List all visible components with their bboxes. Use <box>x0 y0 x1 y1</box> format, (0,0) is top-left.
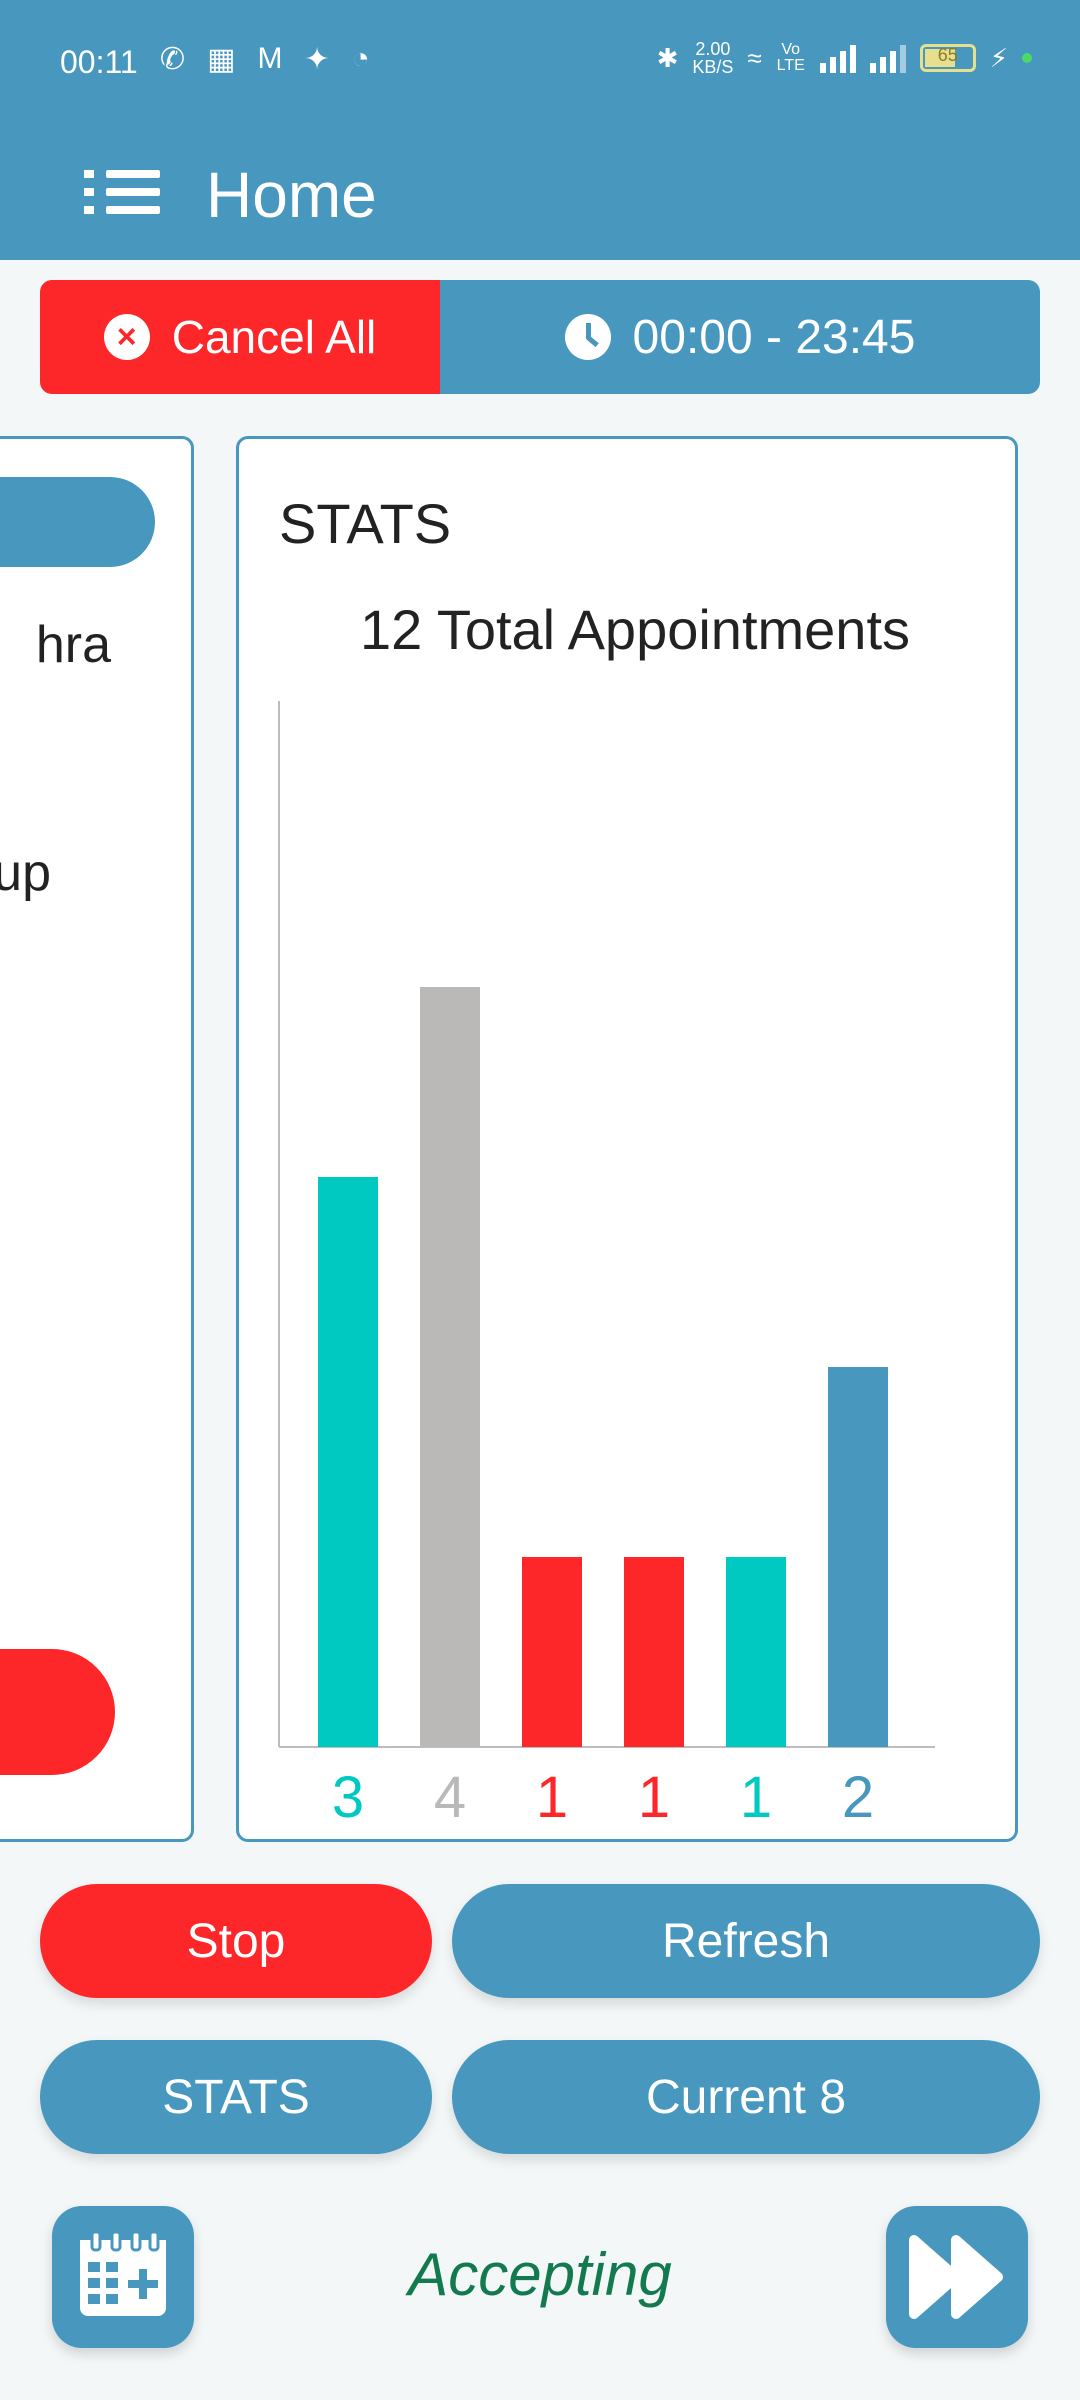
card-header-pill <box>0 477 155 567</box>
stats-card: STATS 12 Total Appointments 3 4 1 1 1 2 <box>236 436 1018 1842</box>
kotak-icon: ✦ <box>304 43 330 76</box>
charging-icon: ⚡ <box>989 42 1008 73</box>
wifi-icon: ≈ <box>747 42 762 73</box>
chart-bar <box>828 1367 888 1747</box>
battery-icon: 65 <box>919 44 976 72</box>
appointment-card-partial[interactable]: hra up <box>0 436 194 1842</box>
add-appointment-button[interactable] <box>52 2206 194 2348</box>
net-speed: 2.00 KB/S <box>692 39 734 77</box>
phone-icon: ✆ <box>160 43 186 76</box>
chart-bar-label: 1 <box>740 1765 772 1830</box>
card-text-line: hra <box>35 616 111 674</box>
signal-icon <box>819 43 856 73</box>
chart-bar <box>318 1177 378 1747</box>
card-text-line: up <box>0 844 51 902</box>
appointments-bar-chart: 3 4 1 1 1 2 <box>278 701 935 1830</box>
system-icons: ✱ 2.00 KB/S ≈ Vo LTE 65 ⚡ <box>657 40 1032 76</box>
chart-bar-label: 1 <box>536 1765 568 1830</box>
globe-icon: ◔ <box>351 42 370 75</box>
chart-title: 12 Total Appointments <box>359 598 911 661</box>
chart-bar <box>522 1557 582 1747</box>
cancel-all-button[interactable]: × Cancel All <box>40 280 440 394</box>
mail-icon: M <box>257 42 283 75</box>
fast-forward-icon <box>909 2235 1003 2319</box>
accepting-status: Accepting <box>408 2241 672 2308</box>
notification-icons: ✆ ▦ M ✦ ◔ <box>160 42 370 77</box>
chart-bar-label: 4 <box>434 1765 466 1830</box>
stats-card-title: STATS <box>279 492 452 555</box>
clock-icon <box>564 314 611 360</box>
status-time: 00:11 <box>60 44 138 80</box>
close-circle-icon: × <box>103 314 150 360</box>
time-range-button[interactable]: 00:00 - 23:45 <box>440 280 1040 394</box>
chart-bar <box>420 987 480 1747</box>
signal-icon-2 <box>869 43 906 73</box>
privacy-dot-icon <box>1022 53 1032 63</box>
calendar-add-icon <box>80 2230 166 2316</box>
card-action-button[interactable] <box>0 1649 115 1775</box>
refresh-button[interactable]: Refresh <box>452 1884 1040 1998</box>
app-icon: ▦ <box>207 43 236 76</box>
chart-bar <box>624 1557 684 1747</box>
chart-bar-label: 1 <box>638 1765 670 1830</box>
page-title: Home <box>206 159 377 231</box>
cancel-all-label: Cancel All <box>171 311 377 363</box>
chart-bar-label: 2 <box>842 1765 874 1830</box>
fast-forward-button[interactable] <box>886 2206 1028 2348</box>
time-range-label: 00:00 - 23:45 <box>632 310 916 364</box>
app-bar: Home <box>0 140 1080 250</box>
chart-bar-label: 3 <box>332 1765 364 1830</box>
chart-bar <box>726 1557 786 1747</box>
status-bar: 00:11 ✆ ▦ M ✦ ◔ ✱ 2.00 KB/S ≈ Vo LTE 65 … <box>0 0 1080 126</box>
stop-button[interactable]: Stop <box>40 1884 432 1998</box>
menu-icon[interactable] <box>84 166 160 222</box>
top-bar: 00:11 ✆ ▦ M ✦ ◔ ✱ 2.00 KB/S ≈ Vo LTE 65 … <box>0 0 1080 260</box>
stats-button[interactable]: STATS <box>40 2040 432 2154</box>
volte-icon: Vo LTE <box>776 41 805 74</box>
bluetooth-icon: ✱ <box>656 42 679 73</box>
action-segment: × Cancel All 00:00 - 23:45 <box>40 280 1040 394</box>
current-button[interactable]: Current 8 <box>452 2040 1040 2154</box>
